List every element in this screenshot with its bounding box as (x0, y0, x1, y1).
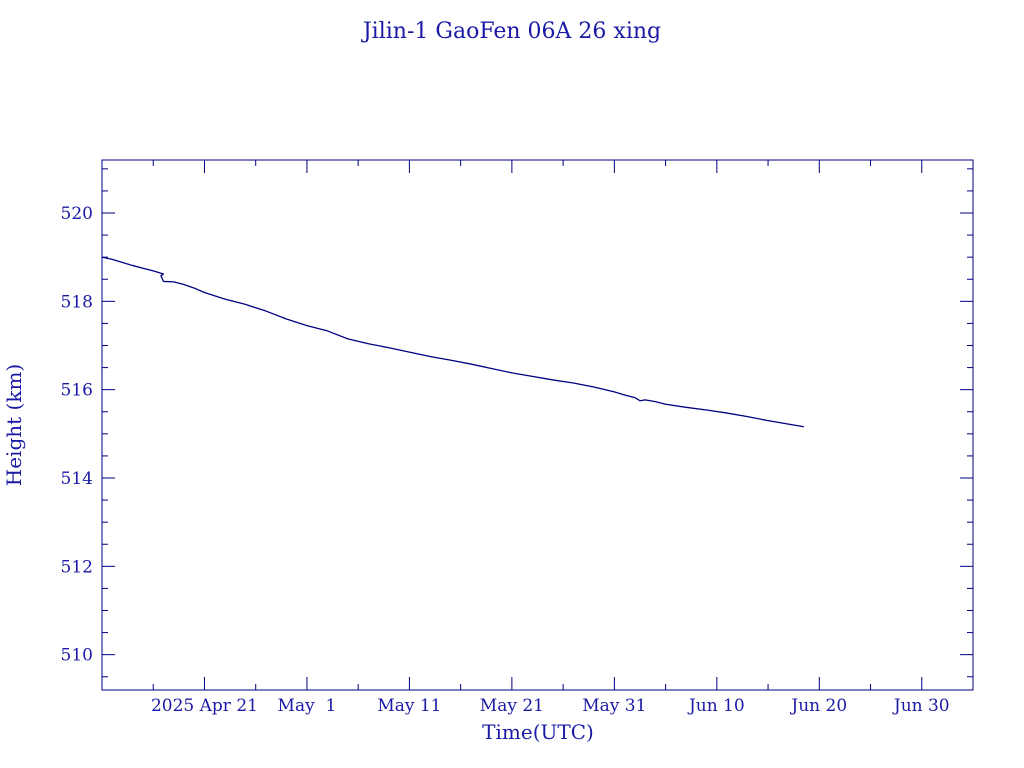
x-tick-label: Jun 30 (892, 696, 950, 716)
x-tick-label: Jun 20 (789, 696, 847, 716)
plot-frame (101, 159, 974, 691)
x-axis-label: Time(UTC) (482, 720, 594, 744)
x-tick-label: May 31 (582, 696, 646, 716)
chart-title: Jilin-1 GaoFen 06A 26 xing (361, 19, 661, 44)
y-tick-label: 514 (61, 469, 93, 489)
y-tick-label: 510 (61, 646, 93, 666)
y-tick-label: 512 (61, 557, 93, 577)
x-tick-label: May 21 (480, 696, 544, 716)
x-tick-label: Jun 10 (687, 696, 745, 716)
series-layer (101, 256, 805, 428)
x-tick-label: May 1 (278, 696, 337, 716)
series-line (101, 256, 805, 428)
y-axis-label: Height (km) (2, 364, 26, 486)
y-tick-label: 516 (61, 381, 93, 401)
tick-labels-layer: 510 512 514 516 518 520 2025 Apr 21 May 1 May 11… (61, 204, 950, 716)
y-tick-label: 520 (61, 204, 93, 224)
ticks-layer (101, 160, 974, 690)
y-tick-label: 518 (61, 292, 93, 312)
x-tick-label: May 11 (377, 696, 441, 716)
x-tick-label: 2025 Apr 21 (151, 696, 258, 716)
